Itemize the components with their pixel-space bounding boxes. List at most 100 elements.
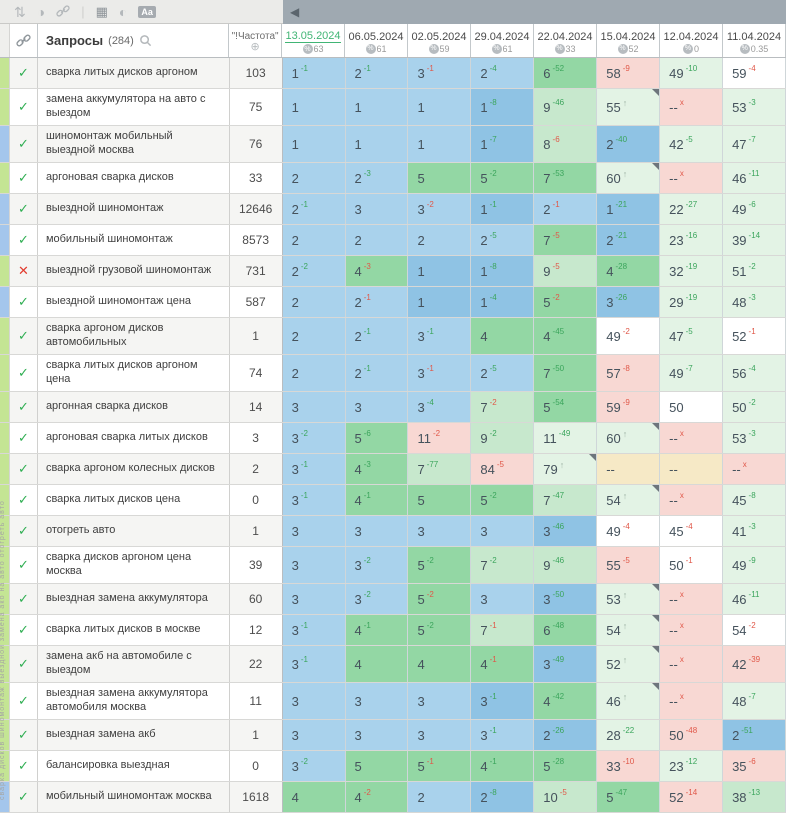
- position-cell[interactable]: 5 -54: [534, 392, 598, 422]
- position-cell[interactable]: 22 -27: [660, 194, 724, 224]
- position-cell[interactable]: 4 -3: [345, 454, 409, 484]
- status-check-icon[interactable]: ✓: [9, 318, 38, 354]
- position-cell[interactable]: 5 -2: [534, 287, 598, 317]
- position-cell[interactable]: 45 -4: [660, 516, 724, 546]
- position-cell[interactable]: -- x: [660, 683, 724, 719]
- position-cell[interactable]: 5 -1: [408, 751, 472, 781]
- position-cell[interactable]: 4: [282, 782, 346, 812]
- position-cell[interactable]: 1: [408, 287, 472, 317]
- position-cell[interactable]: 9 -46: [534, 547, 598, 583]
- query-text[interactable]: выездной шиномонтаж цена: [37, 287, 230, 317]
- date-column-header[interactable]: 06.05.2024% 61: [345, 24, 409, 57]
- query-text[interactable]: аргоновая сварка литых дисков: [37, 423, 230, 453]
- position-cell[interactable]: 3 -1: [282, 646, 346, 682]
- position-cell[interactable]: 3 -2: [345, 547, 409, 583]
- position-cell[interactable]: 54 ↑: [597, 615, 661, 645]
- status-check-icon[interactable]: ✓: [9, 751, 38, 781]
- query-text[interactable]: сварка аргоном колесных дисков: [37, 454, 230, 484]
- position-cell[interactable]: 3 -2: [282, 423, 346, 453]
- position-cell[interactable]: 5 -47: [597, 782, 661, 812]
- position-cell[interactable]: 48 -7: [723, 683, 786, 719]
- position-cell[interactable]: 39 -14: [723, 225, 786, 255]
- status-check-icon[interactable]: ✓: [9, 646, 38, 682]
- position-cell[interactable]: 3 -26: [597, 287, 661, 317]
- position-cell[interactable]: 2: [408, 782, 472, 812]
- position-cell[interactable]: 4 -1: [345, 485, 409, 515]
- position-cell[interactable]: 79 ↑: [534, 454, 598, 484]
- position-cell[interactable]: -- x: [660, 423, 724, 453]
- position-cell[interactable]: 2 -1: [345, 318, 409, 354]
- status-check-icon[interactable]: ✓: [9, 194, 38, 224]
- position-cell[interactable]: 3 -2: [408, 194, 472, 224]
- position-cell[interactable]: 4 -45: [534, 318, 598, 354]
- position-cell[interactable]: 2: [345, 225, 409, 255]
- position-cell[interactable]: 3 -4: [408, 392, 472, 422]
- position-cell[interactable]: 84 -5: [471, 454, 535, 484]
- position-cell[interactable]: 50 -1: [660, 547, 724, 583]
- position-cell[interactable]: 58 -9: [597, 58, 661, 88]
- date-label[interactable]: 12.04.2024: [663, 30, 719, 43]
- position-cell[interactable]: 2 -8: [471, 782, 535, 812]
- position-cell[interactable]: 4 -28: [597, 256, 661, 286]
- position-cell[interactable]: --: [660, 454, 724, 484]
- position-cell[interactable]: 3 -1: [408, 355, 472, 391]
- position-cell[interactable]: 3 -49: [534, 646, 598, 682]
- position-cell[interactable]: 23 -12: [660, 751, 724, 781]
- position-cell[interactable]: 1 -1: [282, 58, 346, 88]
- position-cell[interactable]: 2 -26: [534, 720, 598, 750]
- position-cell[interactable]: -- x: [660, 485, 724, 515]
- position-cell[interactable]: -- x: [723, 454, 786, 484]
- date-column-header[interactable]: 15.04.2024% 52: [597, 24, 661, 57]
- position-cell[interactable]: 2 -3: [345, 163, 409, 193]
- position-cell[interactable]: 50: [660, 392, 724, 422]
- date-label[interactable]: 22.04.2024: [537, 30, 593, 43]
- query-text[interactable]: сварка литых дисков аргоном цена: [37, 355, 230, 391]
- position-cell[interactable]: 5 -2: [408, 547, 472, 583]
- frequency-column-header[interactable]: "!Частота" ⊕: [229, 24, 283, 57]
- position-cell[interactable]: 59 -9: [597, 392, 661, 422]
- position-cell[interactable]: 46 -11: [723, 584, 786, 614]
- position-cell[interactable]: 7 -50: [534, 355, 598, 391]
- position-cell[interactable]: 5 -2: [408, 615, 472, 645]
- sort-icon[interactable]: ⇅: [14, 3, 26, 20]
- position-cell[interactable]: 50 -2: [723, 392, 786, 422]
- position-cell[interactable]: 52 -14: [660, 782, 724, 812]
- position-cell[interactable]: 57 -8: [597, 355, 661, 391]
- position-cell[interactable]: 3 -1: [408, 58, 472, 88]
- position-cell[interactable]: 3 -1: [282, 485, 346, 515]
- position-cell[interactable]: 3: [282, 516, 346, 546]
- status-check-icon[interactable]: ✓: [9, 485, 38, 515]
- search-icon[interactable]: [139, 34, 152, 47]
- position-cell[interactable]: 4 -1: [471, 646, 535, 682]
- position-cell[interactable]: 4 -3: [345, 256, 409, 286]
- date-label[interactable]: 15.04.2024: [600, 30, 656, 43]
- position-cell[interactable]: 3 -46: [534, 516, 598, 546]
- link-icon[interactable]: [56, 4, 70, 20]
- position-cell[interactable]: 60 ↑: [597, 423, 661, 453]
- position-cell[interactable]: 47 -7: [723, 126, 786, 162]
- status-check-icon[interactable]: ✓: [9, 423, 38, 453]
- position-cell[interactable]: 3 -2: [345, 584, 409, 614]
- position-cell[interactable]: 2 -1: [345, 58, 409, 88]
- position-cell[interactable]: 7 -53: [534, 163, 598, 193]
- position-cell[interactable]: 10 -5: [534, 782, 598, 812]
- scroll-left-icon[interactable]: ◀: [290, 5, 300, 19]
- position-cell[interactable]: 50 -48: [660, 720, 724, 750]
- position-cell[interactable]: --: [597, 454, 661, 484]
- position-cell[interactable]: 4: [408, 646, 472, 682]
- status-check-icon[interactable]: ✓: [9, 584, 38, 614]
- position-cell[interactable]: 4 -2: [345, 782, 409, 812]
- position-cell[interactable]: 42 -5: [660, 126, 724, 162]
- status-check-icon[interactable]: ✓: [9, 516, 38, 546]
- position-cell[interactable]: 3: [345, 392, 409, 422]
- date-label[interactable]: 02.05.2024: [411, 30, 467, 43]
- position-cell[interactable]: 1: [282, 126, 346, 162]
- position-cell[interactable]: 47 -5: [660, 318, 724, 354]
- position-cell[interactable]: 1 -7: [471, 126, 535, 162]
- query-text[interactable]: замена акб на автомобиле с выездом: [37, 646, 230, 682]
- position-cell[interactable]: 4 -42: [534, 683, 598, 719]
- status-check-icon[interactable]: ✓: [9, 58, 38, 88]
- position-cell[interactable]: 2 -1: [345, 287, 409, 317]
- position-cell[interactable]: 2 -51: [723, 720, 786, 750]
- query-text[interactable]: сварка литых дисков аргоном: [37, 58, 230, 88]
